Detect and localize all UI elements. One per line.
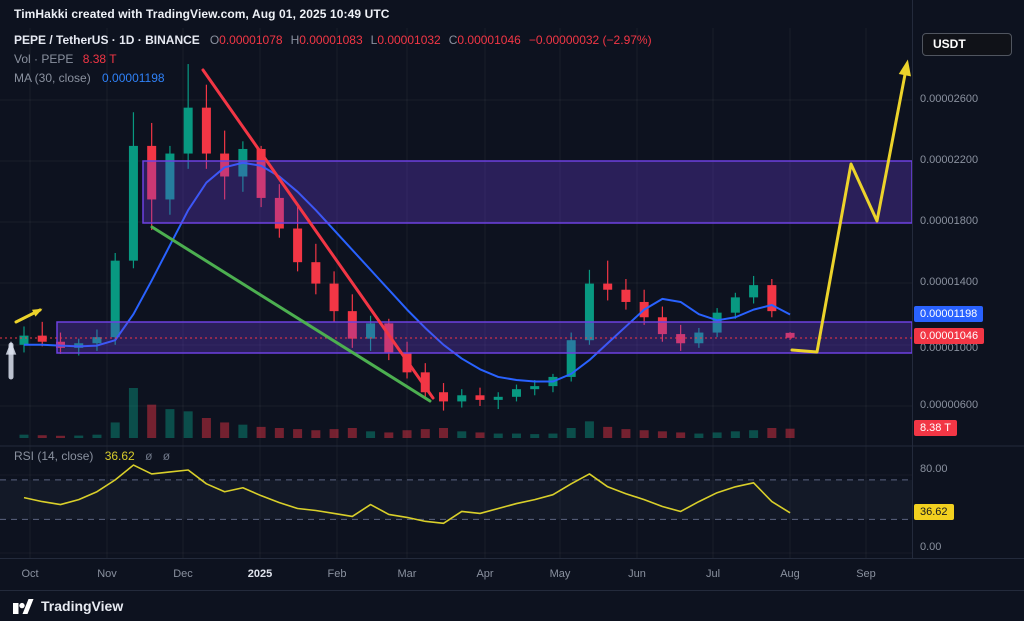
axis-time-label: Aug bbox=[780, 568, 800, 580]
ma-label[interactable]: MA (30, close) bbox=[14, 71, 91, 85]
axis-time-label: Nov bbox=[97, 568, 117, 580]
axis-time-label: Apr bbox=[476, 568, 494, 580]
price-axis[interactable]: 0.00002600 0.00002200 0.00001800 0.00001400… bbox=[912, 0, 1024, 590]
drawing-annotations bbox=[0, 59, 913, 403]
symbol-title[interactable]: PEPE / TetherUS · 1D · BINANCE bbox=[14, 33, 200, 47]
rsi-pane bbox=[0, 464, 912, 525]
grid-lines bbox=[0, 28, 1024, 558]
close-value: 0.00001046 bbox=[457, 33, 521, 47]
tradingview-brand-text[interactable]: TradingView bbox=[41, 598, 124, 614]
volume-badge: 8.38 T bbox=[914, 420, 957, 436]
last-price-badge: 0.00001046 bbox=[914, 328, 985, 344]
axis-price-label: 0.00001000 bbox=[920, 342, 979, 354]
axis-time-label: Feb bbox=[327, 568, 347, 580]
axis-price-label: 80.00 bbox=[920, 463, 948, 475]
volume-label[interactable]: Vol · PEPE bbox=[14, 52, 74, 66]
axis-time-label: Oct bbox=[21, 568, 39, 580]
axis-time-label: Jul bbox=[705, 568, 721, 580]
tradingview-logo-icon[interactable] bbox=[13, 598, 34, 614]
high-value: 0.00001083 bbox=[299, 33, 363, 47]
axis-price-label: 0.00 bbox=[920, 541, 942, 553]
axis-time-label: Dec bbox=[173, 568, 193, 580]
axis-price-label: 0.00002600 bbox=[920, 93, 979, 105]
axis-price-label: 0.00002200 bbox=[920, 154, 979, 166]
rsi-marker-icon-1[interactable]: ø bbox=[145, 449, 153, 463]
open-value: 0.00001078 bbox=[219, 33, 283, 47]
low-value: 0.00001032 bbox=[377, 33, 441, 47]
attribution-text: TimHakki created with TradingView.com, A… bbox=[14, 7, 390, 21]
candlestick-series bbox=[19, 64, 795, 411]
ma30-line bbox=[24, 161, 791, 383]
axis-price-label: 0.00001800 bbox=[920, 215, 979, 227]
low-label: L bbox=[370, 33, 378, 47]
ma-price-badge: 0.00001198 bbox=[914, 306, 984, 322]
close-label: C bbox=[448, 33, 458, 47]
volume-series bbox=[19, 388, 795, 438]
high-label: H bbox=[290, 33, 300, 47]
chart-legend: PEPE / TetherUS · 1D · BINANCE O0.0000107… bbox=[14, 31, 652, 88]
footer-bar: TradingView bbox=[0, 590, 1024, 621]
symbol-legend-row: PEPE / TetherUS · 1D · BINANCE O0.0000107… bbox=[14, 31, 652, 50]
axis-time-label: Jun bbox=[628, 568, 646, 580]
rsi-value: 36.62 bbox=[104, 449, 135, 463]
change-value: −0.00000032 (−2.97%) bbox=[528, 33, 652, 47]
axis-time-label: Mar bbox=[397, 568, 417, 580]
volume-legend-row: Vol · PEPE 8.38 T bbox=[14, 50, 652, 69]
price-chart-canvas[interactable] bbox=[0, 0, 1024, 590]
axis-time-label: May bbox=[549, 568, 571, 580]
axis-time-label: 2025 bbox=[247, 568, 273, 580]
axis-price-label: 0.00000600 bbox=[920, 399, 979, 411]
rsi-marker-icon-2[interactable]: ø bbox=[162, 449, 171, 463]
rsi-legend: RSI (14, close) 36.62 ø ø bbox=[14, 449, 170, 463]
axis-price-label: 0.00001400 bbox=[920, 276, 979, 288]
open-label: O bbox=[209, 33, 220, 47]
currency-toggle-button[interactable]: USDT bbox=[922, 33, 1012, 56]
time-axis[interactable]: Oct Nov Dec 2025 Feb Mar Apr May Jun Jul Aug Sep bbox=[0, 558, 1024, 590]
volume-value: 8.38 T bbox=[82, 52, 117, 66]
axis-time-label: Sep bbox=[856, 568, 876, 580]
ma-value: 0.00001198 bbox=[102, 71, 165, 85]
ma-legend-row: MA (30, close) 0.00001198 bbox=[14, 69, 652, 88]
rsi-value-badge: 36.62 bbox=[914, 504, 954, 520]
rsi-label[interactable]: RSI (14, close) bbox=[14, 449, 94, 463]
